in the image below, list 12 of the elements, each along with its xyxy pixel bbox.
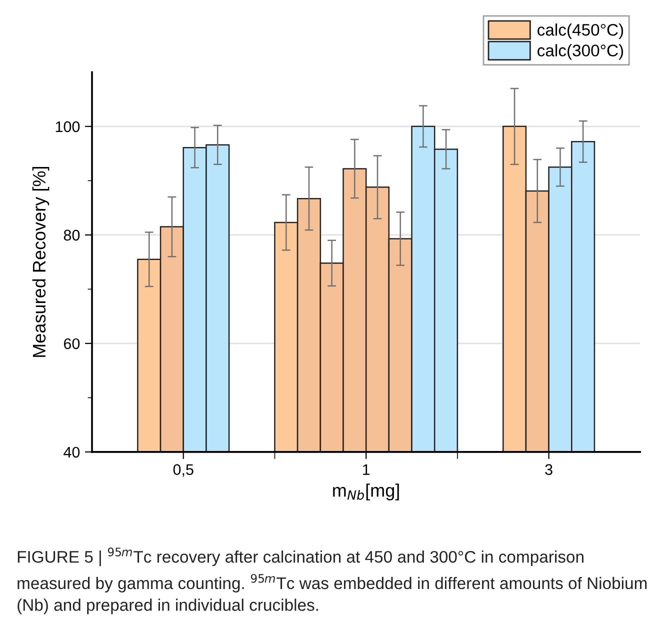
caption: FIGURE 5 | $^{95m}$Tc recovery after calcination at 450 and 300°C in comparison measured by gamma counting. $^{95m}$Tc was embedded in different amounts of Niobium (Nb) and prepared in individual crucibles. bbox=[18, 548, 647, 614]
y-tick-label: 80 bbox=[64, 230, 80, 241]
y-axis-title: Measured Recovery [%] bbox=[32, 167, 50, 357]
legend-label: calc(300°C) bbox=[538, 44, 624, 60]
x-tick-label: 1 bbox=[363, 464, 370, 475]
y-tick-label: 60 bbox=[64, 338, 80, 350]
y-tick-label: 40 bbox=[64, 446, 80, 458]
x-tick-label: 3 bbox=[545, 464, 552, 475]
x-axis-title: m$_{Nb}$[mg] bbox=[333, 484, 399, 500]
y-tick-label: 100 bbox=[56, 121, 80, 132]
x-tick-label: 0,5 bbox=[173, 464, 194, 477]
legend-label: calc(450°C) bbox=[538, 24, 624, 40]
